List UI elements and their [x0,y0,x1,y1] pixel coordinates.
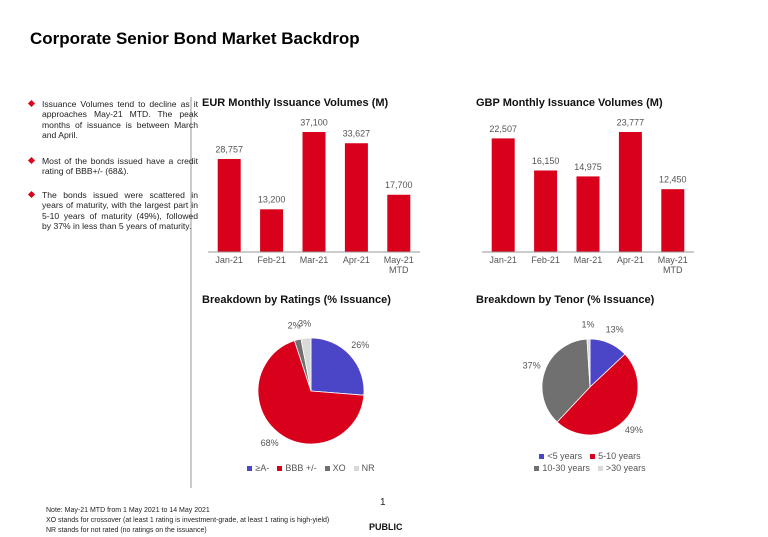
bar [576,176,600,252]
chart-title: GBP Monthly Issuance Volumes (M) [476,97,663,109]
pie-slice [541,338,591,423]
legend-label: >30 years [605,463,646,473]
x-tick-label: May-21 MTD [657,255,688,275]
bar [618,132,642,252]
x-tick-label: Apr-21 [616,255,644,265]
pie-slice [586,338,591,388]
bullet-text: Most of the bonds issued have a credit r… [42,156,198,177]
legend: <5 years 5-10 years 10-30 years >30 years [520,451,660,473]
legend-swatch [277,465,283,471]
pie-slice [556,353,639,436]
legend-item: 5-10 years [590,451,641,461]
x-tick-label: Apr-21 [342,255,370,265]
legend-item: NR [353,463,375,473]
bar [534,170,558,252]
page-number: 1 [380,497,386,508]
note: XO stands for crossover (at least 1 rati… [46,517,330,524]
legend-swatch [247,465,253,471]
legend-item: ≥A- [247,463,269,473]
data-label: 22,507 [489,124,517,134]
bullet-text: The bonds issued were scattered in years… [42,190,198,232]
legend: ≥A- BBB +/- XO NR [231,463,391,473]
x-tick-label: Jan-21 [489,255,517,265]
legend-swatch [590,453,596,459]
x-tick-label: Mar-21 [573,255,603,265]
bullet-marker [27,156,36,165]
x-tick-label: May-21 MTD [383,255,414,275]
slide-title: Corporate Senior Bond Market Backdrop [30,29,360,48]
pie-slice [310,337,365,396]
data-label: 26% [351,340,369,350]
data-label: 37,100 [300,117,328,127]
legend-item: BBB +/- [277,463,317,473]
legend-label: 5-10 years [598,451,641,461]
bullet-text: Issuance Volumes tend to decline as it a… [42,99,198,141]
chart-title: Breakdown by Tenor (% Issuance) [476,294,655,306]
chart-title: Breakdown by Ratings (% Issuance) [202,294,391,306]
data-label: 28,757 [215,144,243,154]
bar [302,132,326,252]
data-label: 2% [288,321,301,331]
data-label: 23,777 [617,117,645,127]
legend-item: 10-30 years [534,463,590,473]
bullet-marker [27,99,36,108]
legend-label: NR [361,463,375,473]
bullet: Most of the bonds issued have a credit r… [27,156,198,177]
data-label: 49% [625,425,643,435]
legend-swatch [534,465,540,471]
note: Note: May-21 MTD from 1 May 2021 to 14 M… [46,507,210,514]
bullet: The bonds issued were scattered in years… [27,190,198,232]
legend-label: ≥A- [255,463,270,473]
bar [217,158,241,252]
x-tick-label: Mar-21 [299,255,329,265]
bullet-marker [27,190,36,199]
data-label: 13% [606,324,624,334]
x-tick-label: Feb-21 [531,255,560,265]
bullet: Issuance Volumes tend to decline as it a… [27,99,198,141]
bar [260,209,284,252]
data-label: 17,700 [385,180,413,190]
data-label: 16,150 [532,156,560,166]
pie-slice [257,340,365,445]
legend-label: 10-30 years [542,463,590,473]
bar [661,189,685,252]
data-label: 12,450 [659,175,687,185]
legend-label: BBB +/- [285,463,317,473]
legend-item: <5 years [539,451,582,461]
bar [387,194,411,252]
bar [344,143,368,252]
legend-item: XO [324,463,346,473]
data-label: 13,200 [258,195,286,205]
data-label: 14,975 [574,162,602,172]
data-label: 1% [582,319,595,329]
chart-title: EUR Monthly Issuance Volumes (M) [202,97,389,109]
data-label: 33,627 [343,129,371,139]
classification: PUBLIC [369,522,403,532]
bar [491,138,515,252]
x-tick-label: Feb-21 [257,255,286,265]
legend-item: >30 years [597,463,646,473]
legend-swatch [539,453,545,459]
data-label: 3% [298,319,311,329]
data-label: 37% [523,360,541,370]
legend-swatch [324,465,330,471]
legend-label: XO [332,463,346,473]
legend-swatch [353,465,359,471]
data-label: 68% [261,438,279,448]
pie-slice [300,337,312,392]
legend-swatch [597,465,603,471]
note: NR stands for not rated (no ratings on t… [46,527,207,534]
legend-label: <5 years [547,451,583,461]
x-tick-label: Jan-21 [215,255,243,265]
